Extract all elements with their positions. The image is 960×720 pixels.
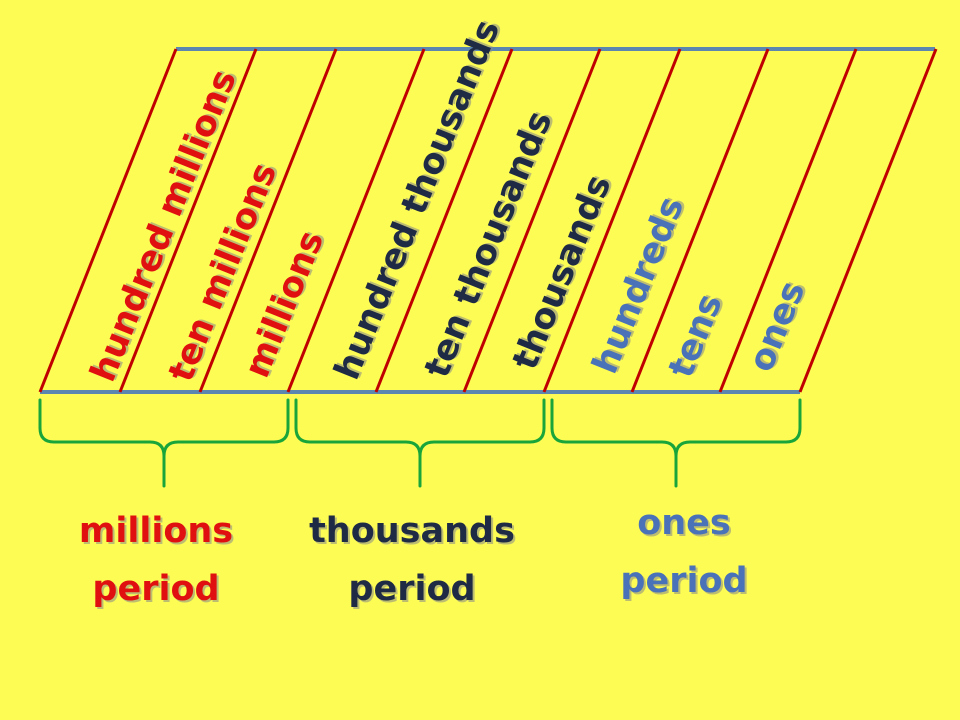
- period-label-millions-line1: millions: [79, 511, 233, 551]
- column-separator-line: [542, 48, 682, 393]
- column-separator-line: [630, 48, 770, 393]
- column-separator-line: [118, 48, 258, 393]
- column-lines: [38, 48, 938, 393]
- period-label-shadow: millions: [81, 513, 235, 553]
- column-separator-line: [374, 48, 514, 393]
- period-label-thousands-line2: period: [348, 569, 475, 609]
- period-bracket-thousands: [294, 398, 546, 488]
- period-label-shadow: ones: [639, 505, 733, 545]
- period-label-millions-line2: period: [92, 569, 219, 609]
- place-label-tens: tens: [661, 288, 730, 383]
- place-label-ones: ones: [741, 276, 813, 378]
- place-label-hundred-thousands: hundred thousands: [327, 14, 508, 385]
- period-bracket-ones: [550, 398, 802, 488]
- period-label-thousands-line1: thousands: [309, 511, 515, 551]
- period-label-shadow: period: [94, 571, 221, 611]
- column-separator-line: [462, 48, 602, 393]
- column-separator-line: [718, 48, 858, 393]
- column-separator-line: [38, 48, 178, 393]
- period-label-shadow: period: [350, 571, 477, 611]
- column-separator-line: [198, 48, 338, 393]
- period-label-ones-line2: period: [620, 561, 747, 601]
- period-label-shadow: period: [622, 563, 749, 603]
- period-label-ones-line1: ones: [637, 503, 731, 543]
- period-label-shadow: thousands: [311, 513, 517, 553]
- period-brackets: [38, 398, 802, 488]
- column-separator-line: [798, 48, 938, 393]
- period-labels: millionsmillionsperiodperiodthousandstho…: [79, 503, 750, 611]
- column-separator-line: [286, 48, 426, 393]
- period-bracket-millions: [38, 398, 290, 488]
